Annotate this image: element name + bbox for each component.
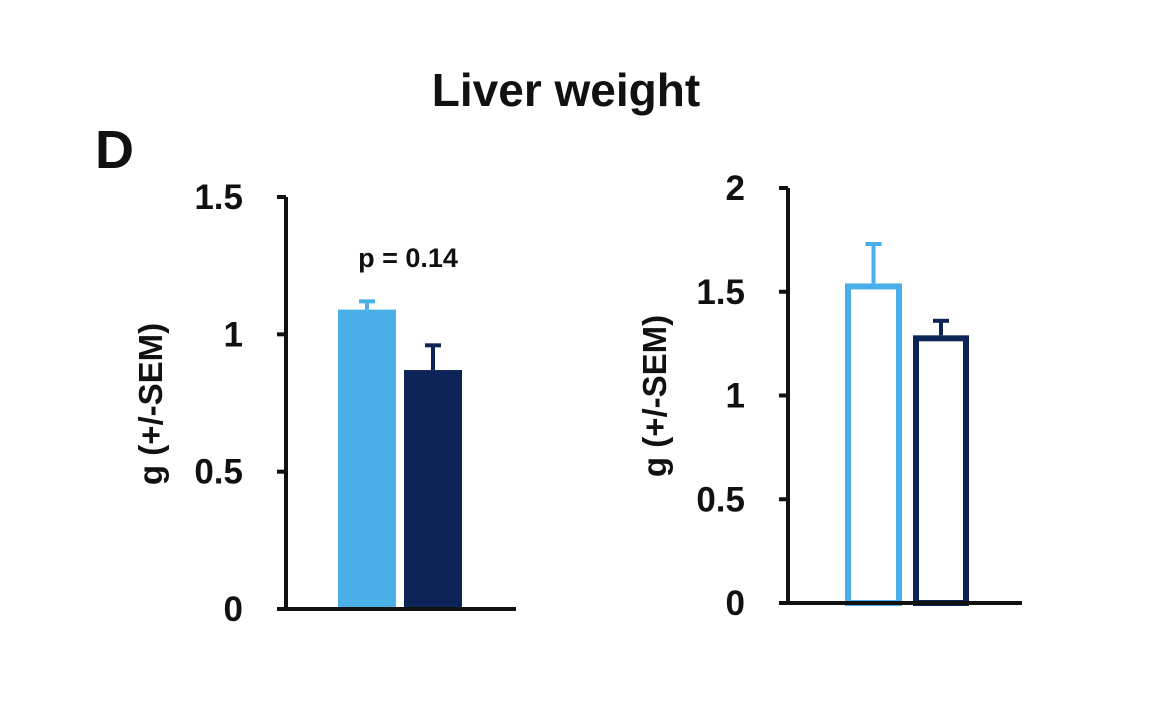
chart-right-y-tick-label-0: 0 <box>726 584 745 623</box>
chart-left-y-tick-label-0: 0 <box>224 590 243 629</box>
chart-left: g (+/-SEM) p = 0.14 0 0.5 1 1.5 <box>132 178 516 629</box>
chart-left-y-axis-label: g (+/-SEM) <box>132 323 169 485</box>
chart-right: g (+/-SEM) 0 0.5 1 1.5 2 <box>636 169 1022 623</box>
chart-right-bar-1 <box>845 283 902 606</box>
chart-right-y-tick-label-4: 2 <box>726 169 745 208</box>
chart-left-bar-2 <box>404 370 462 609</box>
chart-right-y-tick-label-1: 0.5 <box>696 480 745 519</box>
panel-label: D <box>95 120 134 180</box>
chart-right-bar-2 <box>913 335 969 606</box>
chart-right-y-axis-label: g (+/-SEM) <box>636 315 673 477</box>
chart-left-bar-1 <box>338 309 396 609</box>
chart-right-y-tick-label-2: 1 <box>726 377 745 416</box>
chart-left-y-tick-label-2: 1 <box>224 315 243 354</box>
chart-left-y-tick-label-3: 1.5 <box>194 178 243 217</box>
chart-left-annotation: p = 0.14 <box>358 243 458 273</box>
chart-left-y-tick-label-1: 0.5 <box>194 453 243 492</box>
figure-title: Liver weight <box>432 64 700 116</box>
chart-right-y-tick-label-3: 1.5 <box>696 273 745 312</box>
